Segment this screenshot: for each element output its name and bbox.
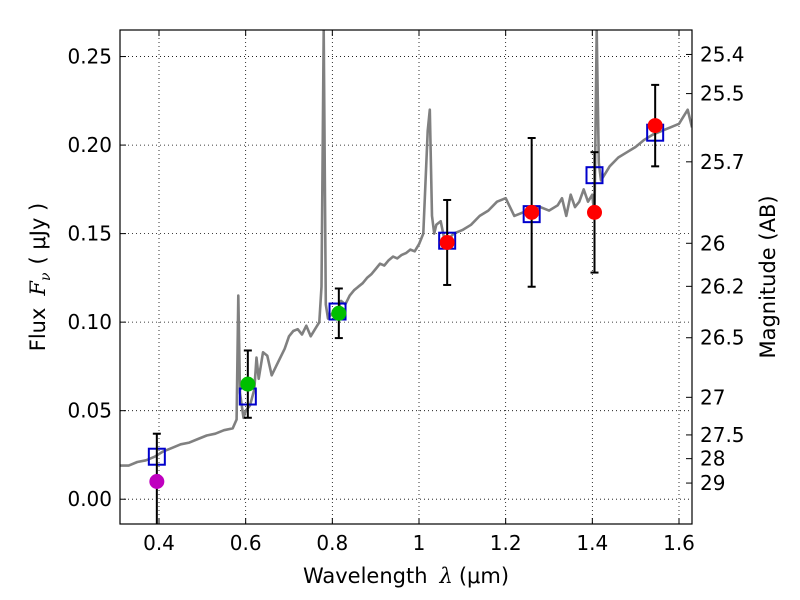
axes-frame (119, 29, 693, 525)
mag-tick-label: 26.2 (700, 274, 745, 298)
x-tick-label: 1.2 (490, 531, 522, 555)
observed-point (647, 118, 663, 134)
model-sed-line (120, 30, 692, 467)
y-tick-label: 0.05 (67, 399, 112, 423)
observed-point (587, 204, 602, 220)
observed-point (149, 474, 165, 490)
x-tick-label: 1.4 (576, 531, 608, 555)
grid (120, 30, 692, 524)
mag-tick-label: 27 (700, 385, 725, 409)
ticks: 0.4 0.6 0.8 1 1.2 1.4 1.6 0.00 0.05 0.10 0.15 0.20 0… (67, 30, 745, 555)
mag-tick-label: 25.5 (700, 82, 745, 106)
mag-tick-label: 29 (700, 471, 725, 495)
x-tick-label: 1 (413, 531, 426, 555)
x-tick-label: 1.6 (663, 531, 695, 555)
mag-tick-label: 28 (700, 447, 725, 471)
y-tick-label: 0.00 (67, 487, 112, 511)
mag-tick-label: 25.4 (700, 42, 745, 66)
y-tick-label: 0.10 (67, 310, 112, 334)
plot-area (120, 30, 692, 524)
mag-tick-label: 27.5 (700, 423, 745, 447)
x-axis-label: Wavelength λ (μm) (303, 564, 509, 588)
y-axis-label: FluxFν( μJy ) (26, 203, 54, 351)
y-tick-label: 0.25 (67, 45, 112, 69)
y2-axis-label: Magnitude (AB) (756, 195, 780, 358)
observed-point (524, 204, 540, 220)
x-tick-label: 0.6 (230, 531, 262, 555)
y-tick-label: 0.15 (67, 222, 112, 246)
observed-point (240, 376, 256, 392)
observed-point (331, 305, 347, 321)
x-tick-label: 0.4 (143, 531, 175, 555)
mag-tick-label: 26.5 (700, 326, 745, 350)
mag-tick-label: 25.7 (700, 150, 745, 174)
y-tick-label: 0.20 (67, 133, 112, 157)
x-tick-label: 0.8 (316, 531, 348, 555)
observed-point (439, 234, 455, 250)
mag-tick-label: 26 (700, 231, 725, 255)
